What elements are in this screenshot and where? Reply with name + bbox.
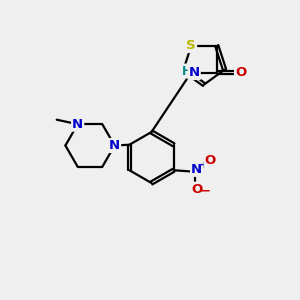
Text: N: N: [191, 163, 202, 176]
Text: −: −: [200, 184, 211, 197]
Text: O: O: [235, 66, 246, 79]
Text: N: N: [72, 118, 83, 131]
Text: +: +: [200, 160, 208, 170]
Text: H: H: [182, 64, 192, 77]
Text: N: N: [189, 66, 200, 79]
Text: N: N: [109, 139, 120, 152]
Text: O: O: [205, 154, 216, 167]
Text: O: O: [191, 183, 202, 196]
Text: S: S: [187, 39, 196, 52]
